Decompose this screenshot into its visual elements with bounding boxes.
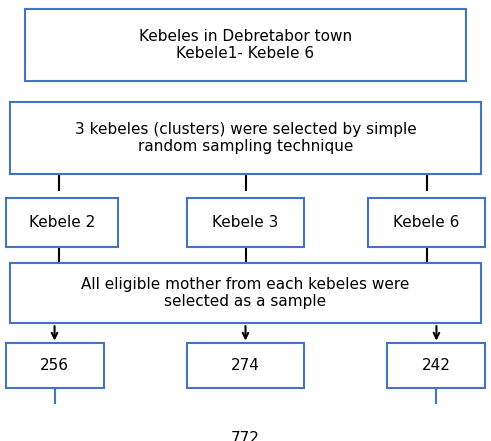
FancyBboxPatch shape [368,198,486,247]
FancyBboxPatch shape [387,344,486,388]
FancyBboxPatch shape [25,9,466,81]
Text: Kebeles in Debretabor town
Kebele1- Kebele 6: Kebeles in Debretabor town Kebele1- Kebe… [139,29,352,61]
Text: Kebele 2: Kebele 2 [29,215,95,230]
Text: 3 kebeles (clusters) were selected by simple
random sampling technique: 3 kebeles (clusters) were selected by si… [75,122,416,154]
FancyBboxPatch shape [5,198,118,247]
Text: 256: 256 [40,358,69,373]
Text: 274: 274 [231,358,260,373]
Text: Kebele 6: Kebele 6 [393,215,460,230]
FancyBboxPatch shape [187,416,304,441]
Text: 242: 242 [422,358,451,373]
FancyBboxPatch shape [187,198,304,247]
Text: All eligible mother from each kebeles were
selected as a sample: All eligible mother from each kebeles we… [82,277,409,309]
Text: Kebele 3: Kebele 3 [212,215,279,230]
FancyBboxPatch shape [5,344,104,388]
FancyBboxPatch shape [10,263,481,323]
FancyBboxPatch shape [187,344,304,388]
Text: 772: 772 [231,431,260,441]
FancyBboxPatch shape [10,101,481,174]
